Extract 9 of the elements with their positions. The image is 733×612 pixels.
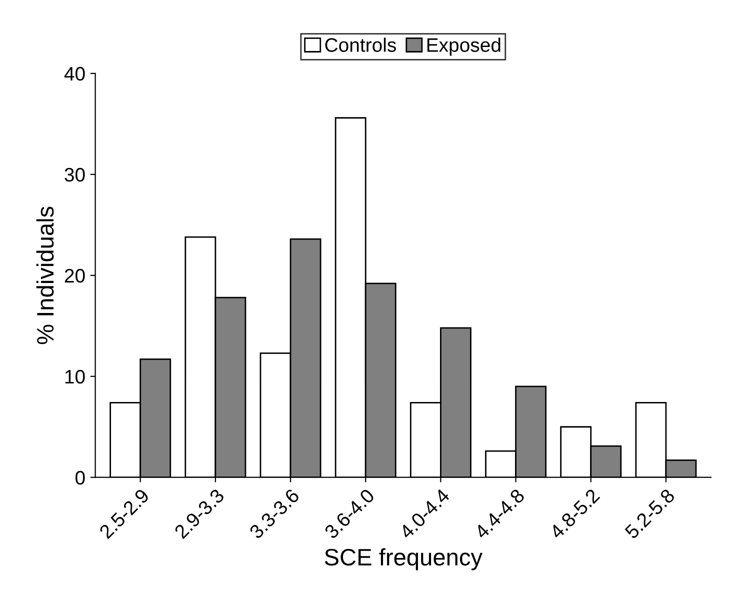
x-axis-title: SCE frequency [324,548,483,570]
legend-label: Exposed [427,38,500,56]
legend-label: Controls [325,38,396,52]
y-tick-label: 10 [65,370,85,384]
y-tick-label: 30 [64,168,85,182]
y-tick-label: 40 [64,66,85,81]
y-axis-title: % Individuals [36,206,54,344]
y-tick-label: 0 [76,470,85,485]
y-tick-label: 20 [64,268,85,283]
